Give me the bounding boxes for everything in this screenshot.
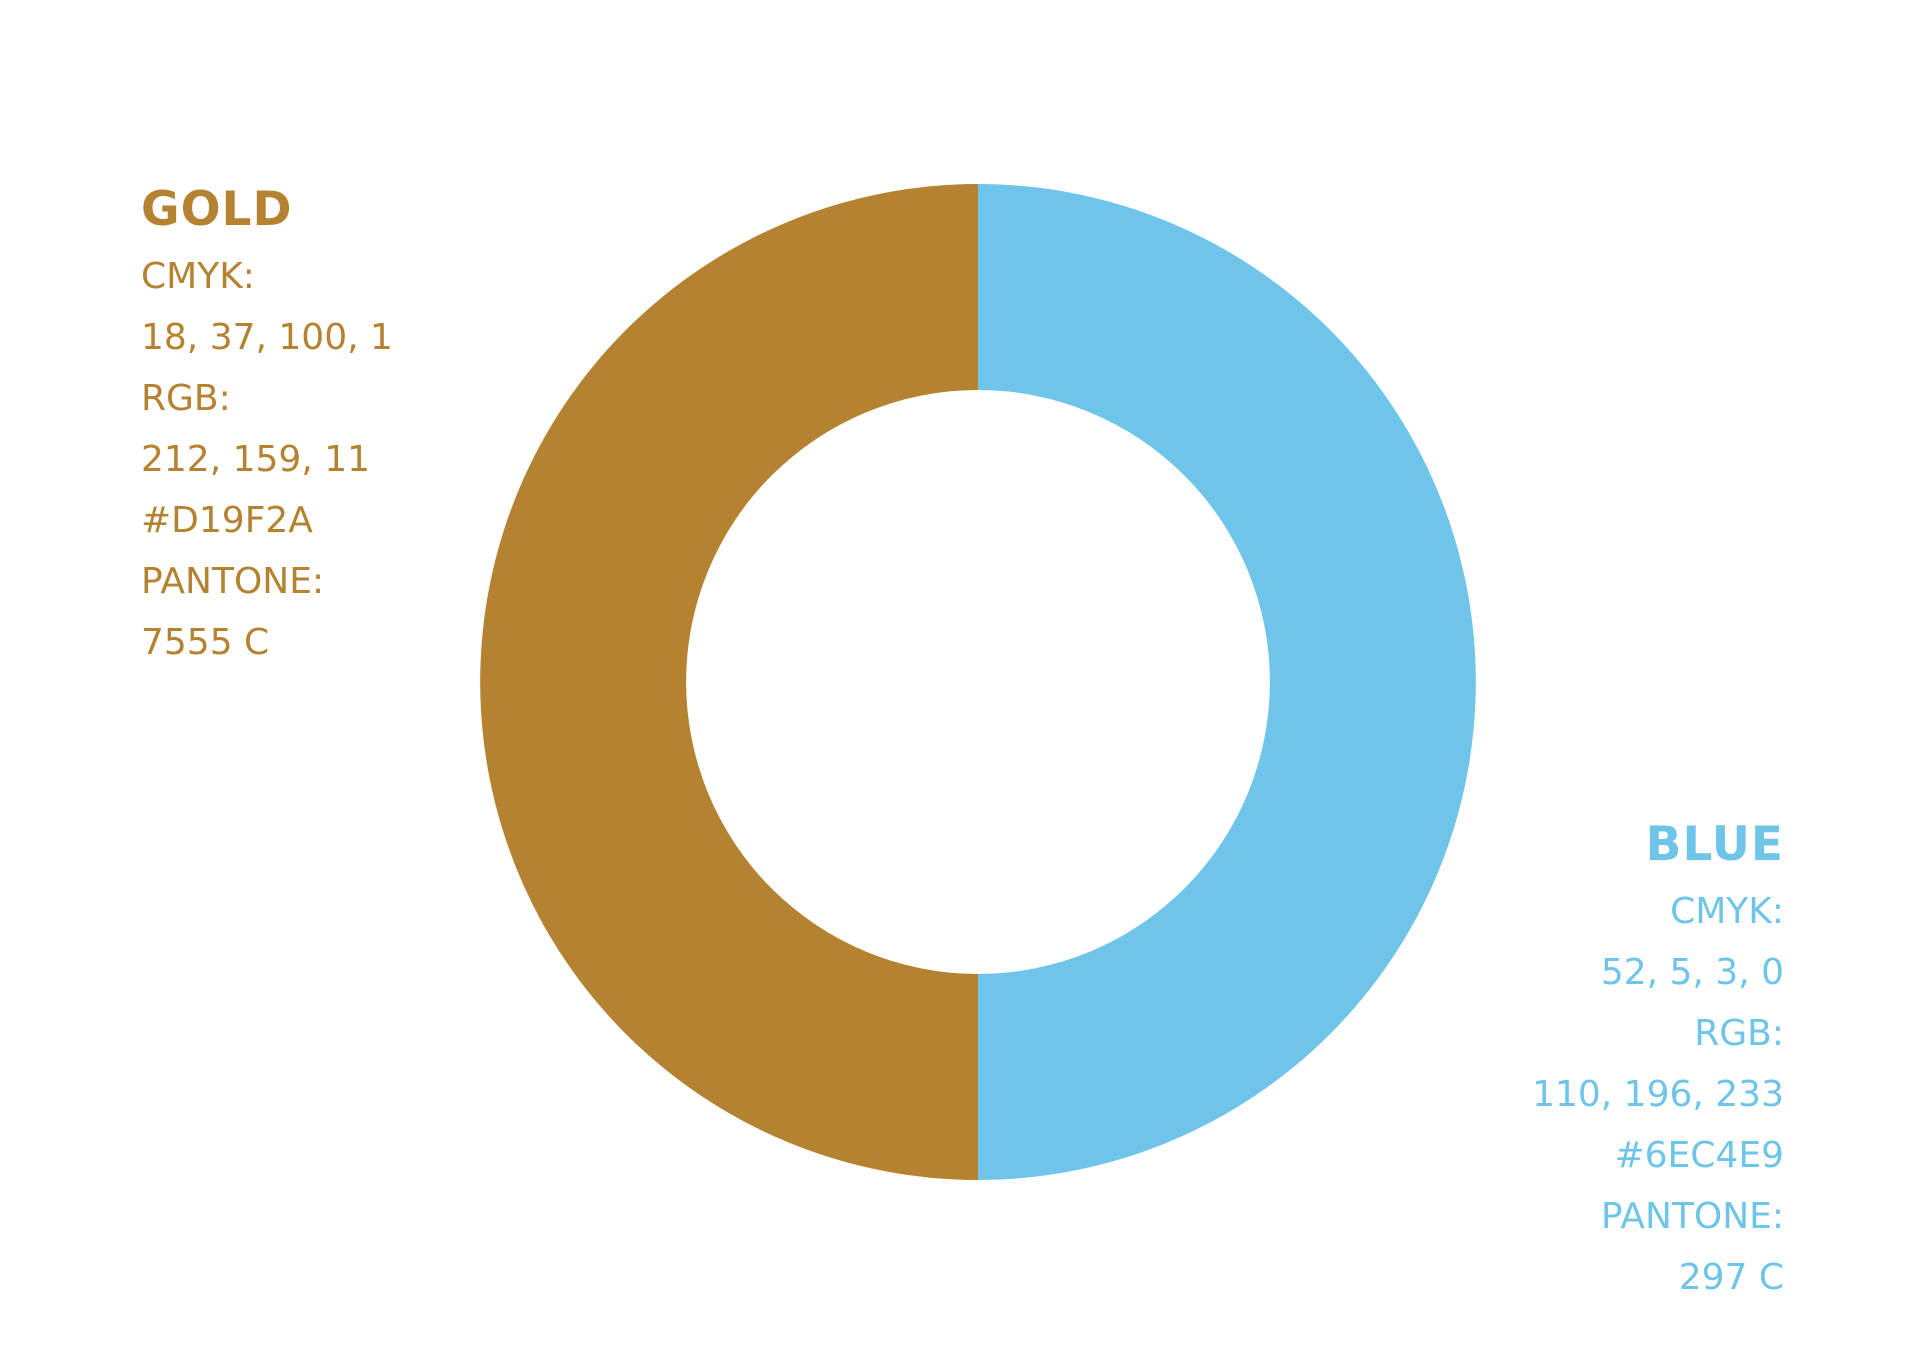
- blue-name: BLUE: [1645, 817, 1784, 872]
- gold-cmyk-label: CMYK:: [141, 256, 255, 297]
- gold-pantone-value: 7555 C: [141, 622, 270, 663]
- donut-slice-gold: [480, 184, 978, 1180]
- blue-cmyk-value: 52, 5, 3, 0: [1600, 952, 1784, 993]
- gold-name: GOLD: [141, 182, 293, 237]
- blue-rgb-value: 110, 196, 233: [1532, 1074, 1784, 1115]
- gold-hex: #D19F2A: [141, 500, 313, 541]
- donut-slices: [480, 184, 1476, 1180]
- donut-slice-blue: [978, 184, 1476, 1180]
- blue-cmyk-label: CMYK:: [1670, 891, 1784, 932]
- gold-rgb-label: RGB:: [141, 378, 231, 419]
- gold-pantone-label: PANTONE:: [141, 561, 325, 602]
- blue-rgb-label: RGB:: [1694, 1013, 1784, 1054]
- blue-hex: #6EC4E9: [1614, 1135, 1784, 1176]
- gold-swatch-info: GOLD CMYK: 18, 37, 100, 1 RGB: 212, 159,…: [141, 180, 393, 673]
- blue-pantone-label: PANTONE:: [1600, 1196, 1784, 1237]
- gold-rgb-value: 212, 159, 11: [141, 439, 371, 480]
- gold-cmyk-value: 18, 37, 100, 1: [141, 317, 393, 358]
- blue-pantone-value: 297 C: [1678, 1257, 1784, 1298]
- blue-swatch-info: BLUE CMYK: 52, 5, 3, 0 RGB: 110, 196, 23…: [1532, 815, 1784, 1308]
